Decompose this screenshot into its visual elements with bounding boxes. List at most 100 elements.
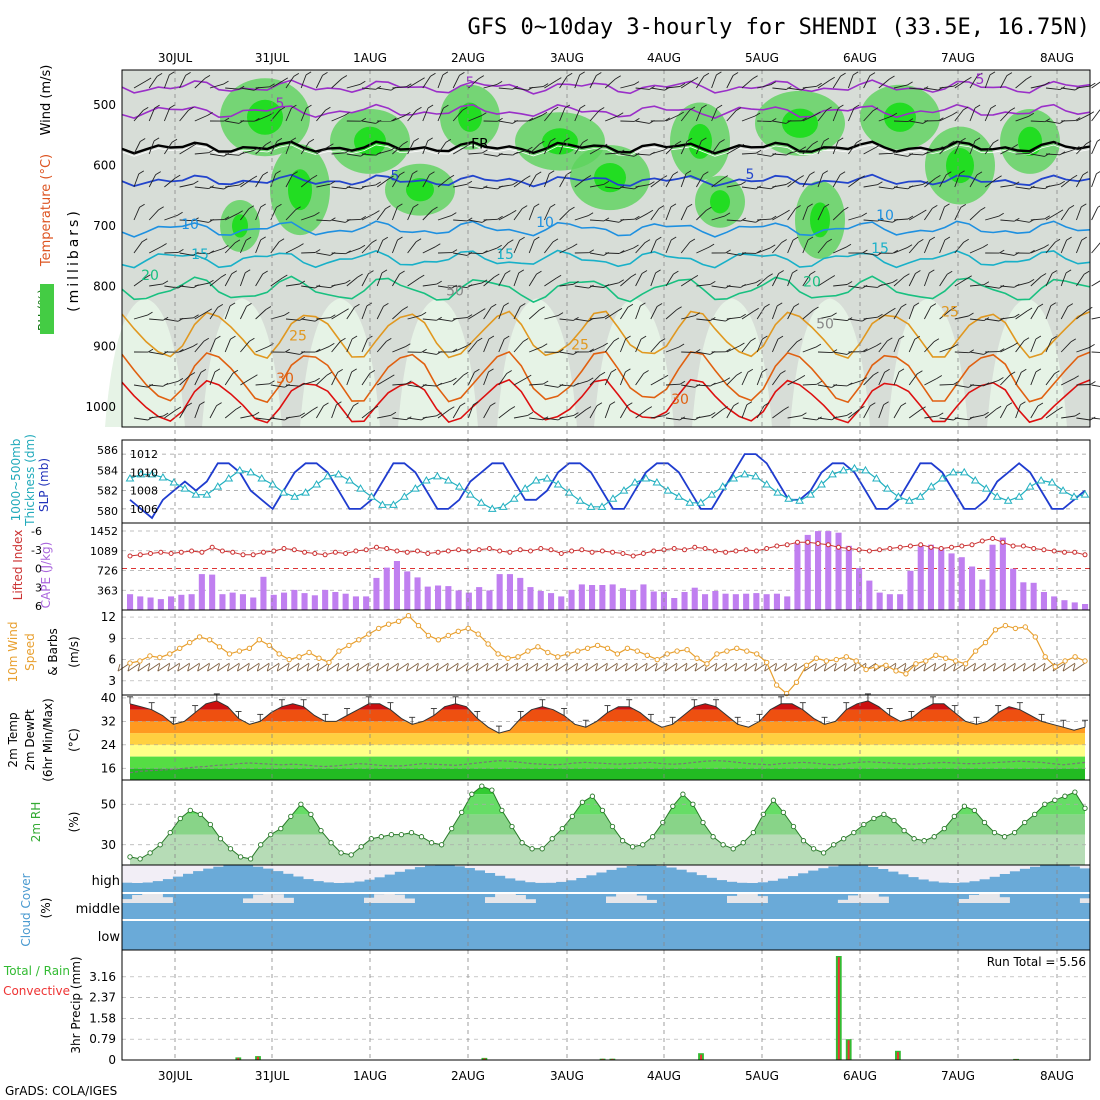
upper-wind-barb [270,80,284,89]
upper-wind-barb [194,114,208,122]
rh-band [130,834,1085,865]
upper-wind-barb [650,208,660,221]
upper-wind-barb [1091,109,1100,122]
cloud-high-clear [747,865,758,883]
thickness-axis-title: Thickness (dm) [23,434,37,527]
surface-wind-barb-flag [256,663,260,672]
upper-wind-barb-flag [898,335,905,340]
wind-tick-label: 3 [108,674,116,688]
upper-wind-barb-flag [536,270,542,275]
rh-saturated-core [946,148,974,184]
upper-wind-barb [1076,346,1090,353]
rh-saturated-core [458,102,482,132]
wind-speed-point [992,627,999,633]
upper-wind-barb-flag [569,206,575,211]
upper-wind-barb [802,346,817,353]
upper-wind-barb [878,340,888,353]
upper-wind-barb [741,186,756,190]
upper-wind-barb-flag [459,402,466,407]
upper-wind-barb [620,247,634,254]
upper-wind-barb-flag [719,139,725,143]
upper-wind-barb-flag [826,238,833,243]
cape-bar [137,596,144,610]
cloud-high-clear [878,865,889,869]
surface-wind-barb-flag [266,663,270,672]
contour-label-30: 30 [671,392,689,408]
temp2m-unit: (°C) [67,728,81,752]
upper-wind-barb [757,218,772,221]
upper-wind-barb-flag [299,280,306,285]
thickness-point [850,463,859,472]
upper-wind-barb-flag [542,83,549,87]
cape-bar [732,594,739,610]
surface-wind-barb [426,662,439,672]
surface-wind-barb [734,662,748,672]
upper-wind-barb [453,285,468,289]
upper-wind-barb-flag [889,75,895,80]
upper-wind-barb [437,409,450,419]
rh-point [881,811,887,818]
upper-wind-barb-flag [369,370,376,374]
upper-wind-barb [346,218,361,221]
rh-point [599,807,606,814]
upper-wind-barb-flag [813,306,819,311]
panel-cape-bg [122,523,1090,610]
upper-wind-barb-flag [670,203,677,208]
upper-wind-barb [361,305,368,320]
upper-wind-barb-flag [1013,181,1020,186]
upper-wind-barb-flag [644,239,651,243]
upper-wind-barb-flag [245,236,252,241]
surface-wind-barb-flag [674,663,678,672]
upper-wind-barb-flag [872,107,879,112]
upper-wind-barb-flag [494,273,500,278]
upper-wind-barb [574,74,581,89]
surface-wind-barb-flag [764,663,768,672]
upper-wind-barb [1091,351,1100,353]
lifted-index-point [692,544,698,550]
upper-wind-barb [240,87,255,91]
cape-bar [352,596,359,610]
cloud-middle-clear [969,894,980,903]
cape-bar [1071,602,1078,610]
isotherm-minus10 [121,79,1091,95]
upper-wind-barb [680,80,694,89]
upper-wind-barb-flag [466,314,473,318]
wind-speed-point [953,658,959,664]
contour-label-5: 5 [466,75,475,91]
cloud-high-clear [938,865,950,883]
cape-bar [866,580,873,610]
wind-speed-point [256,637,262,643]
upper-wind-barb-flag [701,137,707,142]
rh-point [650,834,656,840]
lifted-index-point [877,547,883,553]
upper-wind-barb [772,153,787,156]
lifted-index-point [979,538,985,544]
cape-bar [917,546,924,610]
rh-point [710,834,716,840]
upper-wind-barb [863,374,874,386]
upper-wind-barb [878,372,886,386]
wind-speed-point [1012,625,1019,632]
upper-wind-barb-flag [724,212,731,217]
cape-bar [322,589,329,610]
thickness-tick-label: 586 [97,444,118,457]
wind-speed-point [823,658,830,664]
cloud-high-clear [565,865,577,881]
upper-wind-barb [939,309,951,320]
cloud-high-clear [212,865,224,867]
rh-point [911,836,917,842]
upper-wind-barb-flag [861,377,867,381]
temp-tick-label: 24 [101,738,116,752]
surface-wind-barb [455,662,469,672]
rh-point [388,831,395,838]
rh-point [619,838,626,844]
upper-wind-barb [620,218,635,221]
upper-wind-barb-flag [1067,303,1074,307]
upper-wind-barb [331,340,341,353]
surface-wind-barb [615,662,628,672]
cloud-middle-clear [989,893,1000,903]
upper-wind-barb-flag [451,348,458,353]
thickness-point [1003,496,1013,504]
cloud-high-clear [696,865,708,876]
upper-wind-barb-flag [223,152,230,157]
